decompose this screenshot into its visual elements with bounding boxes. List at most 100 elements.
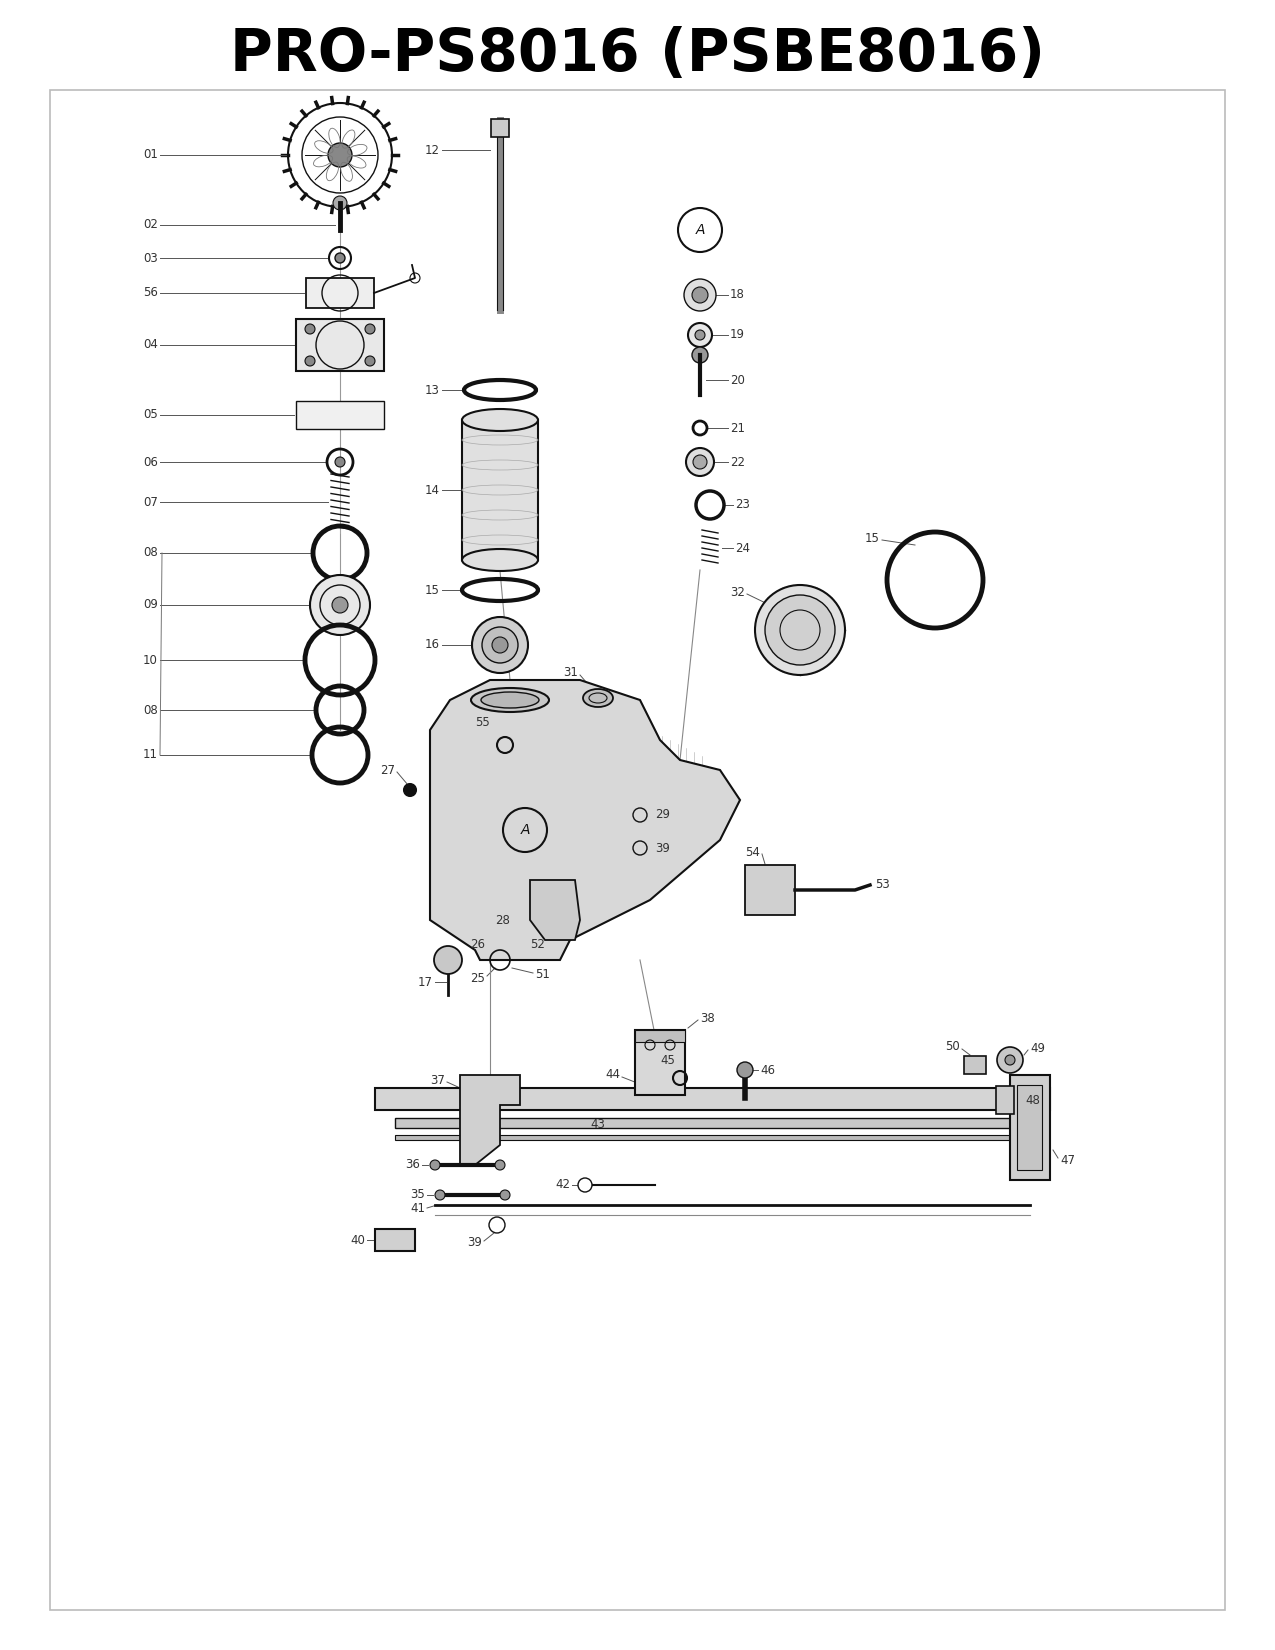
Circle shape bbox=[482, 627, 518, 663]
Polygon shape bbox=[530, 879, 580, 940]
Circle shape bbox=[755, 586, 845, 675]
Bar bbox=[1010, 1076, 1051, 1180]
Text: 17: 17 bbox=[418, 975, 434, 988]
Text: 08: 08 bbox=[143, 546, 158, 559]
Ellipse shape bbox=[462, 549, 538, 571]
Text: 19: 19 bbox=[731, 328, 745, 342]
Text: 16: 16 bbox=[425, 639, 440, 652]
Text: 18: 18 bbox=[731, 289, 745, 302]
Text: 37: 37 bbox=[430, 1074, 445, 1086]
Text: 42: 42 bbox=[555, 1178, 570, 1191]
Circle shape bbox=[997, 1048, 1023, 1072]
Circle shape bbox=[434, 945, 462, 974]
Bar bbox=[745, 865, 796, 916]
Text: 02: 02 bbox=[143, 218, 158, 231]
Bar bbox=[635, 1030, 685, 1043]
Ellipse shape bbox=[462, 409, 538, 431]
Text: 47: 47 bbox=[1060, 1153, 1075, 1167]
Bar bbox=[964, 1056, 986, 1074]
Text: 28: 28 bbox=[495, 914, 510, 927]
Polygon shape bbox=[460, 1076, 520, 1165]
Text: 05: 05 bbox=[143, 409, 158, 421]
Circle shape bbox=[305, 356, 315, 366]
Text: 51: 51 bbox=[536, 969, 550, 982]
Bar bbox=[306, 277, 374, 309]
Circle shape bbox=[683, 279, 717, 310]
Circle shape bbox=[495, 1160, 505, 1170]
Bar bbox=[375, 1229, 414, 1251]
Text: 11: 11 bbox=[143, 749, 158, 762]
Text: 10: 10 bbox=[143, 653, 158, 667]
Text: 26: 26 bbox=[470, 939, 484, 952]
Circle shape bbox=[500, 1190, 510, 1200]
Text: 09: 09 bbox=[143, 599, 158, 612]
Bar bbox=[375, 1087, 1051, 1110]
Text: 50: 50 bbox=[945, 1041, 960, 1053]
Circle shape bbox=[435, 1190, 445, 1200]
Text: 06: 06 bbox=[143, 455, 158, 469]
Text: 25: 25 bbox=[470, 972, 484, 985]
Text: 04: 04 bbox=[143, 338, 158, 351]
Bar bbox=[296, 401, 384, 429]
Text: A: A bbox=[520, 823, 529, 837]
Circle shape bbox=[333, 196, 347, 210]
Text: 39: 39 bbox=[467, 1236, 482, 1249]
Circle shape bbox=[332, 597, 348, 614]
Text: 31: 31 bbox=[564, 667, 578, 680]
Text: 39: 39 bbox=[655, 842, 669, 855]
Text: 22: 22 bbox=[731, 455, 745, 469]
Circle shape bbox=[328, 144, 352, 167]
Circle shape bbox=[335, 457, 346, 467]
Text: 21: 21 bbox=[731, 421, 745, 434]
Circle shape bbox=[765, 596, 835, 665]
Circle shape bbox=[310, 574, 370, 635]
Circle shape bbox=[472, 617, 528, 673]
Circle shape bbox=[492, 637, 507, 653]
Circle shape bbox=[692, 346, 708, 363]
Text: 38: 38 bbox=[700, 1011, 715, 1025]
Text: 45: 45 bbox=[660, 1053, 674, 1066]
Circle shape bbox=[335, 252, 346, 262]
Bar bbox=[462, 421, 538, 559]
Text: 43: 43 bbox=[590, 1119, 606, 1132]
Circle shape bbox=[404, 784, 416, 795]
Text: 24: 24 bbox=[734, 541, 750, 554]
Text: 40: 40 bbox=[351, 1234, 365, 1246]
Text: 35: 35 bbox=[411, 1188, 425, 1201]
Text: 56: 56 bbox=[143, 287, 158, 300]
Text: PRO-PS8016 (PSBE8016): PRO-PS8016 (PSBE8016) bbox=[230, 26, 1046, 84]
Circle shape bbox=[692, 287, 708, 304]
Bar bbox=[635, 1030, 685, 1096]
Bar bbox=[395, 1119, 1030, 1129]
Circle shape bbox=[686, 449, 714, 475]
Text: 49: 49 bbox=[1030, 1041, 1046, 1054]
Circle shape bbox=[305, 323, 315, 333]
Text: 15: 15 bbox=[425, 584, 440, 597]
Text: 13: 13 bbox=[425, 383, 440, 396]
Text: 12: 12 bbox=[425, 144, 440, 157]
Text: 27: 27 bbox=[380, 764, 395, 777]
Bar bbox=[996, 1086, 1014, 1114]
Bar bbox=[1017, 1086, 1042, 1170]
Bar bbox=[395, 1135, 1030, 1140]
Text: 14: 14 bbox=[425, 483, 440, 497]
Ellipse shape bbox=[470, 688, 550, 713]
Text: 52: 52 bbox=[530, 939, 544, 952]
Text: 32: 32 bbox=[731, 586, 745, 599]
Polygon shape bbox=[430, 680, 740, 960]
Text: 08: 08 bbox=[143, 703, 158, 716]
Text: 23: 23 bbox=[734, 498, 750, 512]
Circle shape bbox=[694, 455, 708, 469]
Ellipse shape bbox=[481, 691, 539, 708]
Circle shape bbox=[1005, 1054, 1015, 1064]
Circle shape bbox=[737, 1063, 754, 1077]
Text: 36: 36 bbox=[405, 1158, 419, 1172]
Circle shape bbox=[430, 1160, 440, 1170]
Text: 53: 53 bbox=[875, 878, 890, 891]
Bar bbox=[296, 318, 384, 371]
Text: 44: 44 bbox=[606, 1069, 620, 1081]
Circle shape bbox=[365, 356, 375, 366]
Circle shape bbox=[688, 323, 711, 346]
Text: 20: 20 bbox=[731, 373, 745, 386]
Text: 03: 03 bbox=[143, 251, 158, 264]
